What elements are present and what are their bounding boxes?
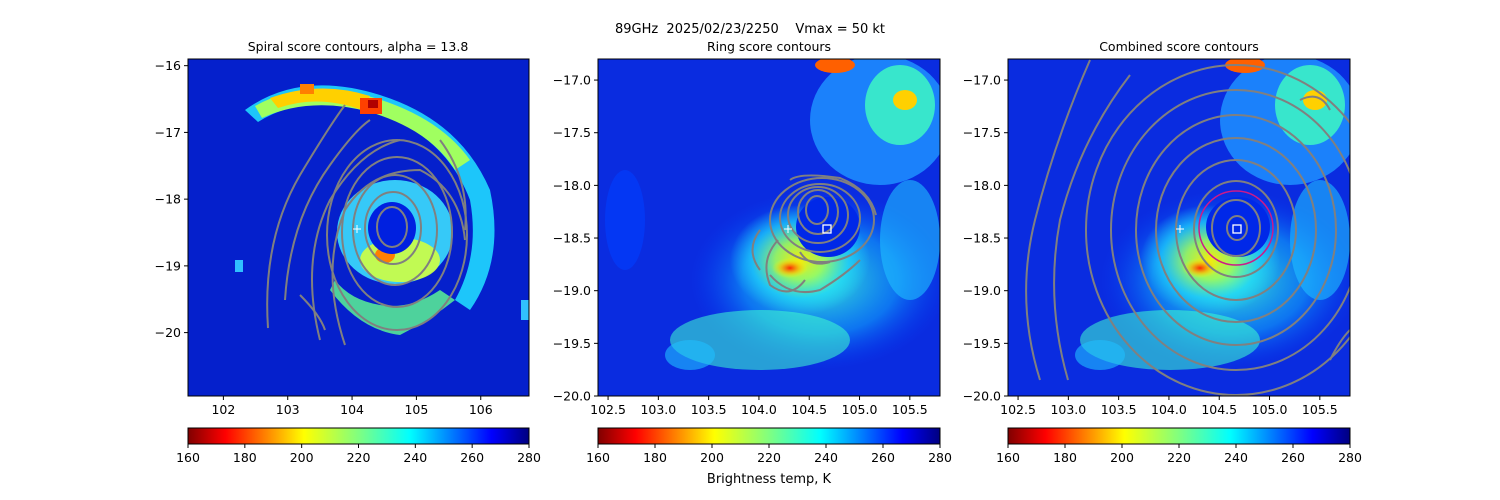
combined-title: Combined score contours: [1099, 39, 1259, 54]
y-tick-label: −18.5: [553, 231, 591, 246]
colorbar-tick-label: 240: [814, 450, 838, 465]
colorbar-tick-label: 180: [233, 450, 257, 465]
spiral-first-guess-marker: [353, 225, 361, 233]
panel-ring: Ring score contours 102.5 103.0 103.5 104.0…: [553, 39, 941, 417]
combined-axes: 102.5 103.0 103.5 104.0 104.5 105.0 105.5 −17.0…: [963, 73, 1338, 417]
colorbar-tick-label: 220: [1167, 450, 1191, 465]
y-tick-label: −18.0: [553, 178, 591, 193]
ring-center-marker: [822, 224, 832, 234]
x-tick-label: 104.5: [791, 402, 827, 417]
colorbar-label: Brightness temp, K: [706, 472, 832, 487]
x-tick-label: 105.0: [842, 402, 878, 417]
colorbar-2: 160 180 200 220 240 260 280: [586, 427, 952, 465]
colorbar-tick-label: 240: [403, 450, 427, 465]
combined-center-marker: [1232, 224, 1242, 234]
x-tick-label: 103.0: [640, 402, 676, 417]
y-tick-label: −17.0: [963, 73, 1001, 88]
y-tick-label: −20.0: [963, 389, 1001, 404]
y-tick-label: −17: [155, 125, 181, 140]
colorbar-tick-label: 280: [928, 450, 952, 465]
y-tick-label: −19.5: [963, 336, 1001, 351]
x-tick-label: 102.5: [1000, 402, 1036, 417]
colorbar-tick-label: 260: [460, 450, 484, 465]
colorbar-tick-label: 260: [871, 450, 895, 465]
x-tick-label: 104: [340, 402, 364, 417]
colorbar-tick-label: 280: [1338, 450, 1362, 465]
colorbar-tick-label: 260: [1281, 450, 1305, 465]
colorbar-tick-label: 160: [996, 450, 1020, 465]
ring-radius-circle: [1198, 190, 1274, 266]
x-tick-label: 104.5: [1201, 402, 1237, 417]
ring-first-guess-marker: [784, 225, 792, 233]
x-tick-label: 106: [469, 402, 493, 417]
colorbar-tick-label: 240: [1224, 450, 1248, 465]
colorbar-tick-label: 280: [517, 450, 541, 465]
x-tick-label: 103.0: [1050, 402, 1086, 417]
y-tick-label: −17.5: [963, 125, 1001, 140]
ring-title: Ring score contours: [707, 39, 831, 54]
y-tick-label: −17.5: [553, 125, 591, 140]
y-tick-label: −19.0: [553, 283, 591, 298]
x-tick-label: 105: [404, 402, 428, 417]
x-tick-label: 104.0: [741, 402, 777, 417]
y-tick-label: −20: [155, 325, 181, 340]
colorbar-tick-label: 160: [176, 450, 200, 465]
colorbar-tick-label: 180: [643, 450, 667, 465]
x-tick-label: 103.5: [1101, 402, 1137, 417]
x-tick-label: 105.5: [892, 402, 928, 417]
combined-heatmap: [1008, 59, 1350, 396]
colorbar-tick-label: 220: [347, 450, 371, 465]
panel-combined: Combined score contours 102.5 103.0 103.5 1…: [963, 39, 1351, 417]
x-tick-label: 103: [276, 402, 300, 417]
y-tick-label: −19.5: [553, 336, 591, 351]
y-tick-label: −19: [155, 258, 181, 273]
y-tick-label: −18: [155, 192, 181, 207]
y-tick-label: −19.0: [963, 283, 1001, 298]
colorbar-tick-label: 200: [1110, 450, 1134, 465]
x-tick-label: 104.0: [1151, 402, 1187, 417]
spiral-axes: 102 103 104 105 106 −16 −17 −18 −19 −20: [155, 58, 493, 417]
x-tick-label: 102.5: [590, 402, 626, 417]
y-tick-label: −16: [155, 58, 181, 73]
ring-axes: 102.5 103.0 103.5 104.0 104.5 105.0 105.5 −17.0…: [553, 73, 928, 417]
y-tick-label: −18.5: [963, 231, 1001, 246]
colorbar-1: 160 180 200 220 240 260 280: [176, 427, 541, 465]
y-tick-label: −20.0: [553, 389, 591, 404]
colorbar-3: 160 180 200 220 240 260 280: [996, 427, 1362, 465]
x-tick-label: 102: [211, 402, 235, 417]
x-tick-label: 105.5: [1302, 402, 1338, 417]
x-tick-label: 105.0: [1252, 402, 1288, 417]
y-tick-label: −18.0: [963, 178, 1001, 193]
figure-suptitle: 89GHz 2025/02/23/2250 Vmax = 50 kt: [614, 22, 886, 37]
spiral-title: Spiral score contours, alpha = 13.8: [248, 39, 469, 54]
colorbar-tick-label: 180: [1053, 450, 1077, 465]
spiral-heatmap: [188, 59, 529, 396]
colorbar-tick-label: 220: [757, 450, 781, 465]
combined-first-guess-marker: [1176, 225, 1184, 233]
y-tick-label: −17.0: [553, 73, 591, 88]
x-tick-label: 103.5: [691, 402, 727, 417]
colorbar-tick-label: 200: [700, 450, 724, 465]
ring-heatmap: [598, 59, 940, 396]
colorbar-tick-label: 200: [290, 450, 314, 465]
colorbar-tick-label: 160: [586, 450, 610, 465]
panel-spiral: Spiral score contours, alpha = 13.8 102 1…: [155, 39, 530, 417]
